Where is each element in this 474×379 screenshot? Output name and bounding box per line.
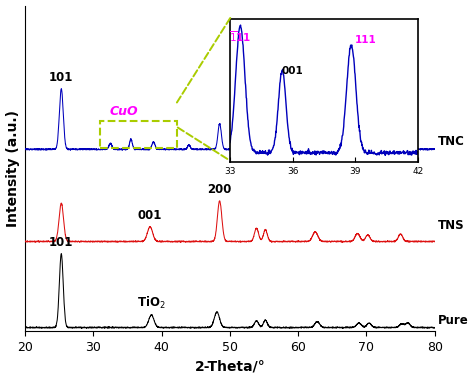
Text: TNC: TNC (438, 135, 465, 148)
Bar (100, 121, 177, 149)
Text: 200: 200 (208, 183, 232, 196)
Text: CuO: CuO (110, 105, 138, 117)
Text: 001: 001 (138, 209, 162, 222)
Text: 101: 101 (49, 236, 73, 249)
Text: 101: 101 (49, 71, 73, 85)
Text: Pure: Pure (438, 314, 469, 327)
Text: TiO$_2$: TiO$_2$ (137, 295, 166, 311)
Y-axis label: Intensity (a.u.): Intensity (a.u.) (6, 110, 19, 227)
Text: TNS: TNS (438, 219, 465, 232)
X-axis label: 2-Theta/°: 2-Theta/° (194, 359, 265, 373)
